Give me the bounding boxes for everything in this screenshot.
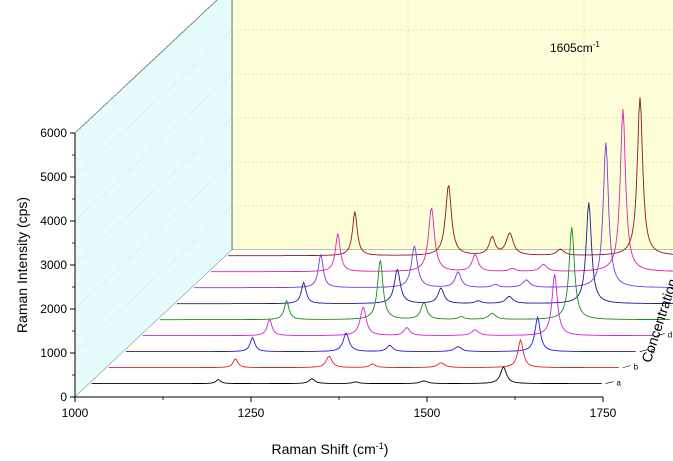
x-axis-title: Raman Shift (cm-1): [272, 441, 389, 457]
grid-lines: [74, 0, 673, 354]
z-tick: [656, 333, 665, 336]
series-line-c: [125, 315, 636, 353]
series-group: ihgfedcba: [91, 97, 673, 388]
series-line-g: [194, 142, 673, 289]
floor-fill: [75, 250, 673, 397]
z-tick: [639, 349, 648, 352]
series-line-h: [211, 108, 673, 273]
x-tick-label: 1000: [62, 406, 89, 420]
y-tick-label: 0: [60, 390, 67, 404]
x-tick-label: 1750: [590, 406, 617, 420]
x-tick-label: 1500: [414, 406, 441, 420]
y-tick-label: 6000: [40, 126, 67, 140]
series-line-a: [91, 366, 602, 385]
series-line-i: [228, 97, 673, 257]
y-tick-label: 5000: [40, 170, 67, 184]
z-tick: [605, 381, 614, 384]
series-line-b: [108, 338, 619, 369]
back-wall-plane: [231, 0, 673, 251]
y-tick-label: 2000: [40, 302, 67, 316]
floor-plane: [75, 250, 673, 397]
x-tick-label: 1250: [238, 406, 265, 420]
z-tick: [622, 365, 631, 368]
y-tick-label: 1000: [40, 346, 67, 360]
series-label-d: d: [668, 331, 672, 340]
axes: 0 1000 2000 3000 4000 5000 6000 1000 1250 1500 175…: [40, 126, 617, 420]
series-line-f: [177, 202, 673, 305]
series-line-d: [142, 273, 653, 337]
series-line-e: [159, 227, 670, 321]
series-label-c: c: [651, 347, 655, 356]
y-tick-label: 4000: [40, 214, 67, 228]
y-tick-label: 3000: [40, 258, 67, 272]
series-label-a: a: [617, 379, 622, 388]
y-axis-title: Raman Intensity (cps): [14, 197, 30, 333]
peak-annotation: 1605cm-1: [550, 40, 600, 55]
series-label-b: b: [634, 363, 639, 372]
